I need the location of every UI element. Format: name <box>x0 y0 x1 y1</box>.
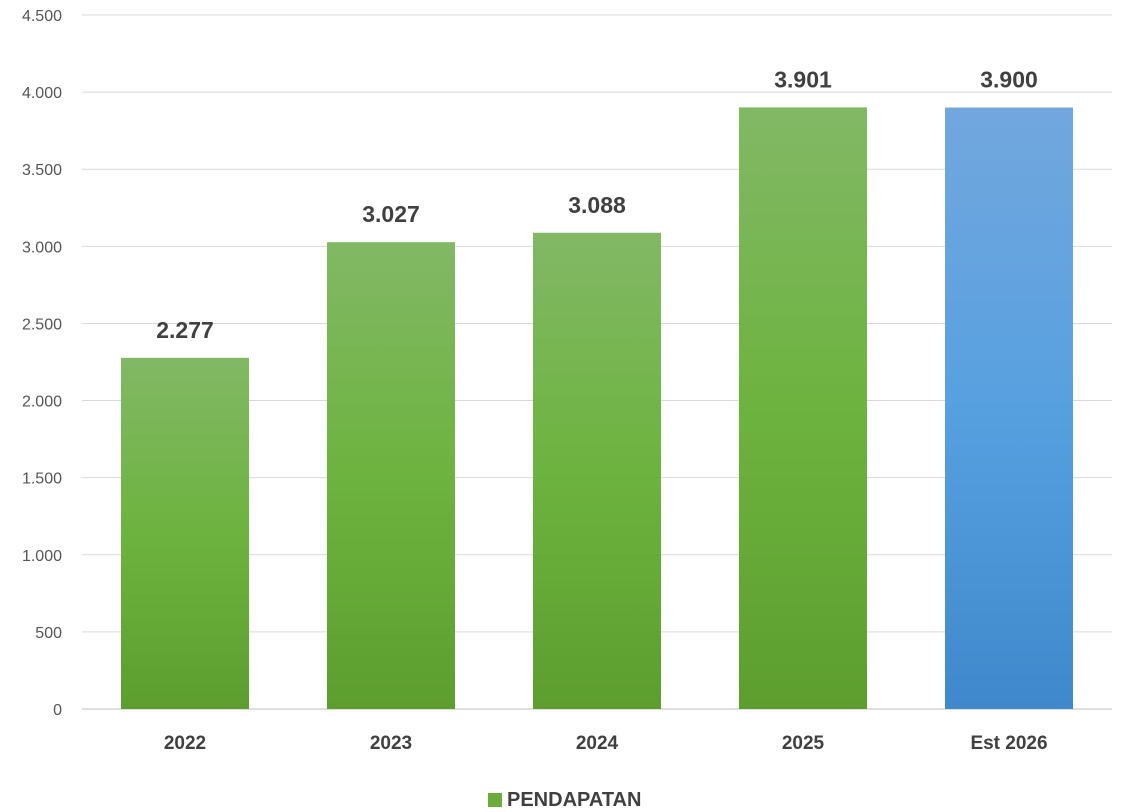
y-tick-label: 3.500 <box>22 162 62 179</box>
data-label: 3.088 <box>568 192 626 218</box>
y-tick-label: 0 <box>53 702 62 719</box>
y-tick-label: 3.000 <box>22 239 62 256</box>
bar-2023 <box>327 242 455 709</box>
data-label: 3.900 <box>980 67 1038 93</box>
y-tick-label: 2.000 <box>22 394 62 411</box>
x-tick-label: 2022 <box>164 733 206 754</box>
y-tick-label: 500 <box>35 625 62 642</box>
x-tick-label: Est 2026 <box>970 733 1047 754</box>
legend-label: PENDAPATAN <box>507 789 641 811</box>
y-tick-label: 4.500 <box>22 8 62 25</box>
y-tick-label: 1.000 <box>22 548 62 565</box>
bar-est-2026 <box>945 108 1073 709</box>
y-tick-label: 4.000 <box>22 85 62 102</box>
x-tick-label: 2025 <box>782 733 825 754</box>
data-label: 2.277 <box>156 317 214 343</box>
x-tick-label: 2024 <box>576 733 619 754</box>
x-tick-label: 2023 <box>370 733 412 754</box>
bar-2024 <box>533 233 661 709</box>
x-axis: 2022 2023 2024 2025 Est 2026 <box>164 733 1048 754</box>
y-tick-label: 1.500 <box>22 471 62 488</box>
bar-2022 <box>121 358 249 709</box>
bar-2025 <box>739 107 867 709</box>
legend: PENDAPATAN <box>488 789 641 811</box>
data-label: 3.901 <box>774 66 832 92</box>
y-tick-label: 2.500 <box>22 316 62 333</box>
legend-swatch <box>488 793 502 807</box>
data-label: 3.027 <box>362 201 420 227</box>
y-axis: 0 500 1.000 1.500 2.000 2.500 3.000 3.500 4.000 4… <box>22 8 62 719</box>
